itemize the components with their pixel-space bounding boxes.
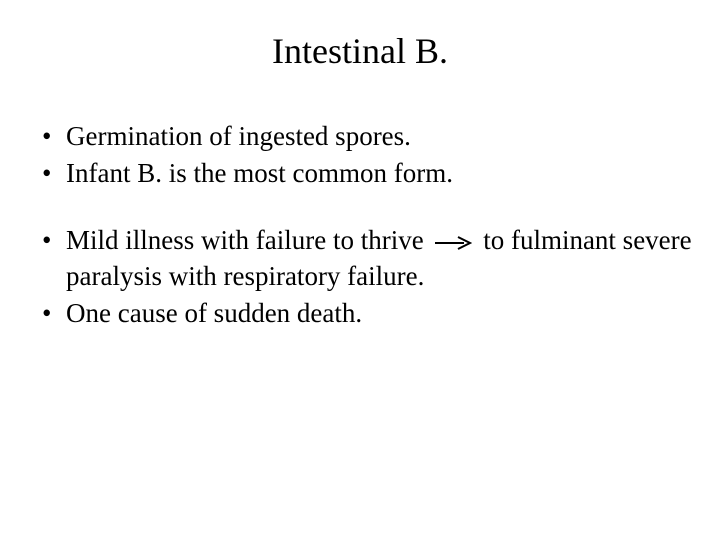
bullet-group-2: Mild illness with failure to thrive to f… (36, 224, 692, 330)
bullet-text-pre: Mild illness with failure to thrive (66, 225, 430, 255)
slide-content: Germination of ingested spores. Infant B… (28, 120, 692, 330)
list-item: Mild illness with failure to thrive to f… (36, 224, 692, 293)
slide: Intestinal B. Germination of ingested sp… (0, 0, 720, 540)
list-item: Germination of ingested spores. (36, 120, 692, 153)
group-gap (36, 194, 692, 224)
bullet-group-1: Germination of ingested spores. Infant B… (36, 120, 692, 190)
arrow-icon (434, 225, 472, 258)
slide-title: Intestinal B. (28, 30, 692, 72)
list-item: One cause of sudden death. (36, 297, 692, 330)
list-item: Infant B. is the most common form. (36, 157, 692, 190)
